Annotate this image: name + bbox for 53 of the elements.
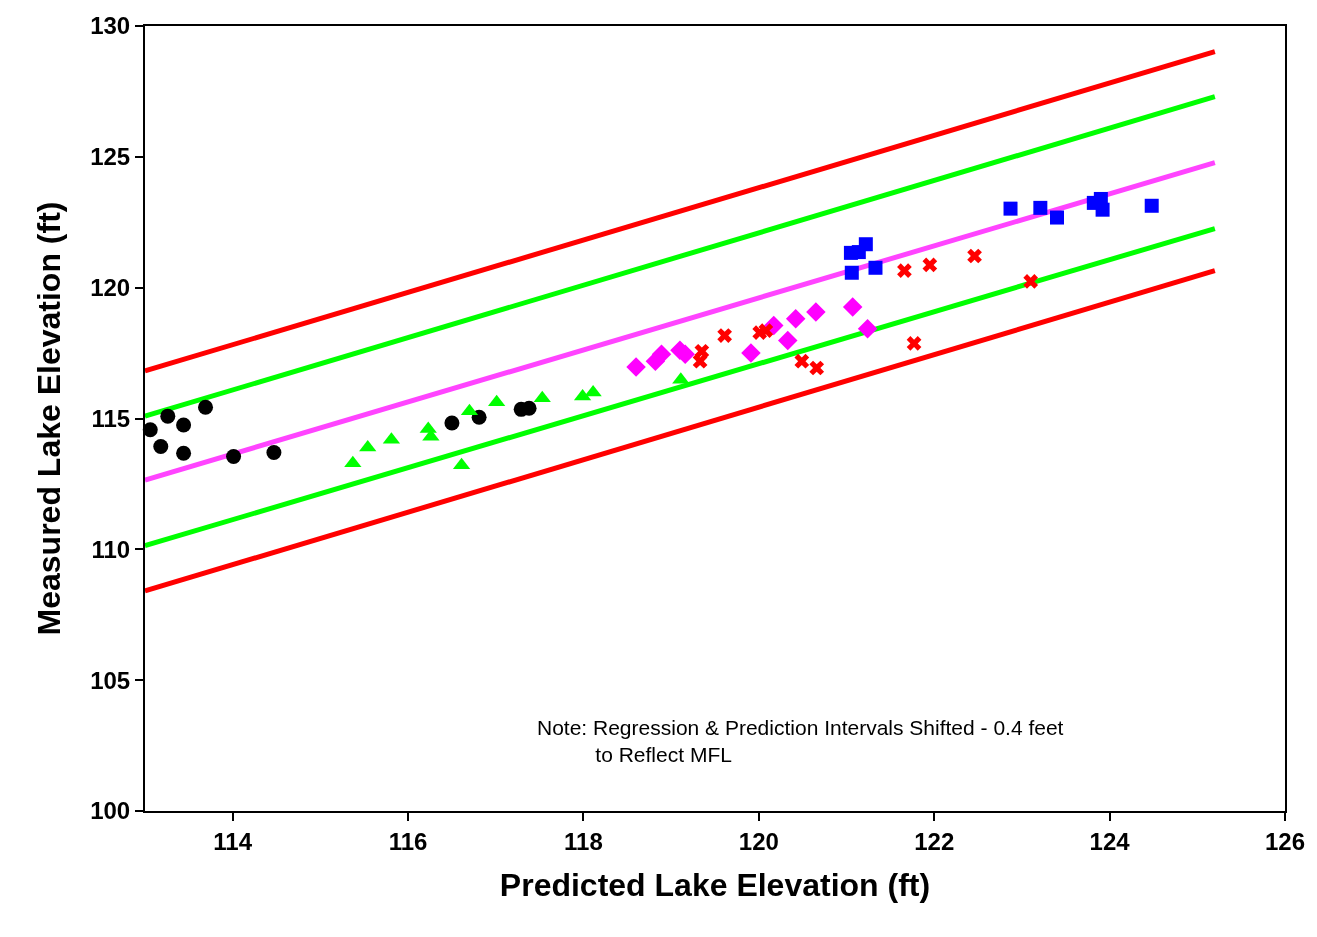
point [266, 445, 282, 461]
point [1095, 202, 1110, 217]
y-tick-label: 110 [91, 535, 131, 563]
point [717, 328, 733, 343]
point [967, 248, 982, 264]
point [694, 343, 710, 359]
point [868, 260, 883, 275]
point [809, 360, 825, 376]
x-axis-title: Predicted Lake Elevation (ft) [499, 867, 931, 904]
point [897, 263, 912, 279]
point [153, 439, 169, 454]
point [794, 353, 810, 369]
x-tick-label: 120 [738, 827, 779, 855]
x-tick-label: 114 [213, 827, 253, 855]
point [651, 344, 672, 364]
point [1023, 274, 1039, 289]
point [176, 417, 192, 433]
y-tick-label: 120 [90, 274, 131, 302]
y-axis-title: Measured Lake Elevation (ft) [30, 201, 67, 636]
point [741, 343, 761, 363]
x-tick-label: 124 [1089, 827, 1131, 855]
point [906, 336, 922, 351]
point [922, 257, 938, 273]
point [785, 309, 806, 329]
x-tick-label: 126 [1264, 827, 1306, 855]
point [471, 409, 487, 425]
x-tick-label: 116 [388, 827, 428, 855]
point [1003, 201, 1018, 216]
y-tick-label: 100 [90, 797, 131, 825]
y-tick-label: 115 [91, 404, 131, 432]
point [1050, 210, 1064, 225]
y-tick-label: 125 [90, 143, 131, 171]
point [176, 445, 192, 461]
point [160, 408, 176, 424]
annotation: Note: Regression & Prediction Intervals Shifted - 0.4 feet to Reflect MFL [537, 716, 1064, 767]
point [444, 415, 460, 431]
point [842, 297, 863, 317]
point [778, 330, 798, 351]
point [226, 448, 242, 464]
y-tick-label: 130 [90, 12, 131, 40]
point [1033, 200, 1048, 215]
point [1144, 198, 1159, 213]
x-tick-label: 122 [914, 827, 955, 855]
point [626, 357, 646, 377]
point [142, 422, 158, 438]
point [806, 302, 826, 322]
point [198, 399, 214, 415]
point [857, 319, 878, 339]
point [533, 390, 551, 403]
point [844, 265, 859, 280]
y-tick-label: 105 [90, 666, 131, 694]
x-tick-label: 118 [564, 827, 603, 855]
point [858, 237, 873, 252]
